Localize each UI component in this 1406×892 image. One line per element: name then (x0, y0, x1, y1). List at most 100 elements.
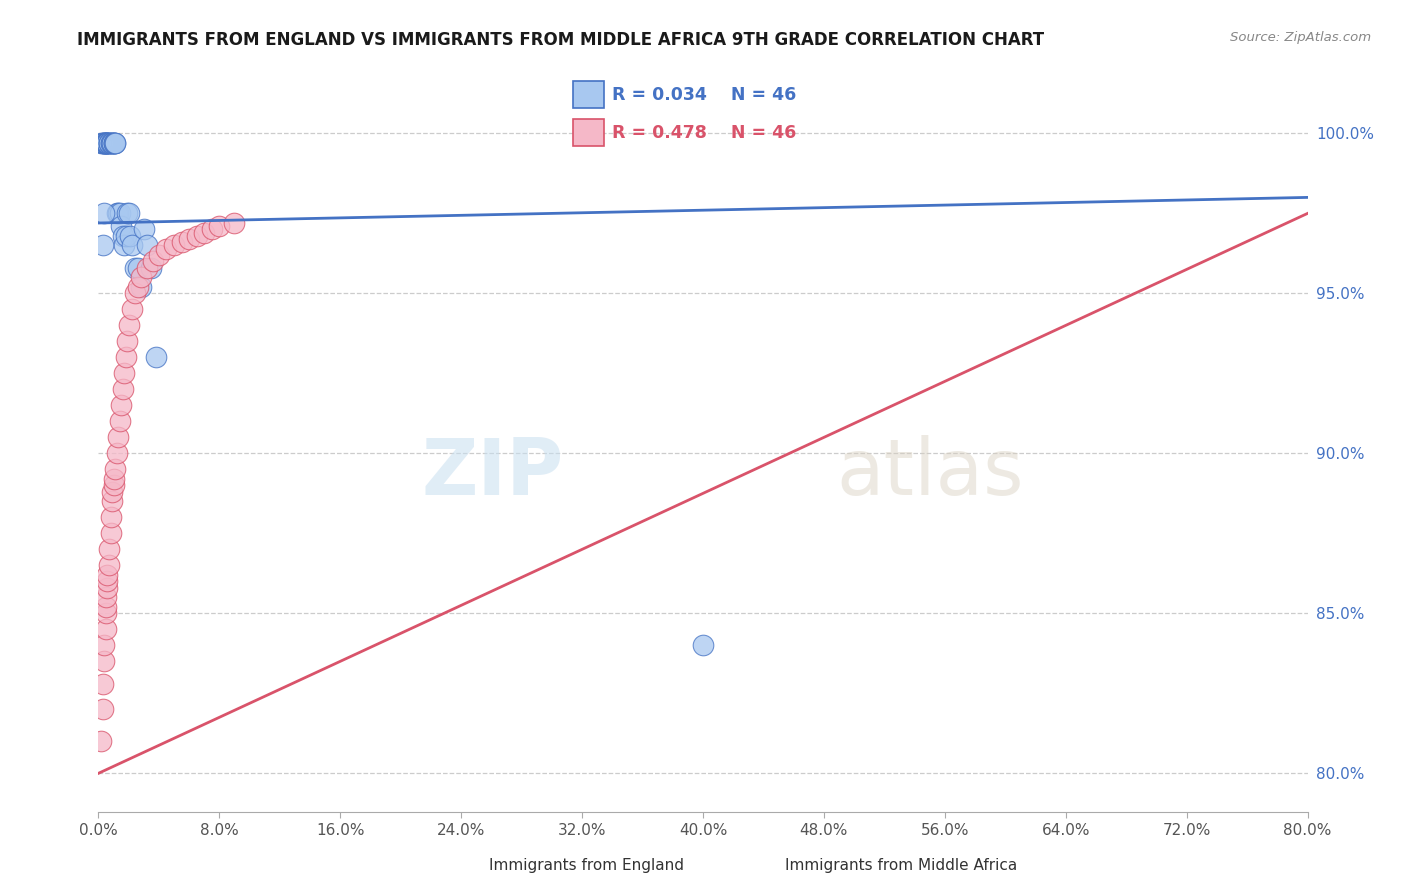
FancyBboxPatch shape (574, 80, 603, 108)
Point (91, 136, 114, 150)
Point (179, 232, 201, 246)
Point (193, 226, 215, 240)
Point (115, 206, 138, 220)
FancyBboxPatch shape (574, 119, 603, 146)
Point (110, 219, 132, 234)
Point (208, 219, 231, 234)
Point (90, 734, 112, 748)
Point (91, 677, 114, 691)
Point (94, 607, 117, 621)
Point (112, 238, 135, 252)
Point (124, 260, 146, 275)
Point (129, 270, 152, 285)
Point (93, 206, 115, 220)
Point (90, 136, 112, 150)
Point (104, 462, 127, 476)
Point (120, 228, 142, 243)
Point (94, 136, 117, 150)
Point (110, 398, 132, 412)
Point (112, 367, 135, 381)
Point (91, 238, 114, 252)
Point (145, 351, 167, 365)
Point (201, 222, 224, 236)
Text: Source: ZipAtlas.com: Source: ZipAtlas.com (1230, 31, 1371, 45)
Text: ZIP: ZIP (422, 435, 564, 511)
Point (96, 136, 118, 150)
Point (96, 574, 118, 589)
Point (94, 623, 117, 637)
Point (103, 478, 125, 492)
Point (105, 206, 128, 220)
Point (94, 136, 117, 150)
Point (224, 216, 246, 230)
Point (96, 136, 118, 150)
Point (96, 568, 118, 582)
Point (94, 136, 117, 150)
Point (93, 136, 115, 150)
Point (94, 599, 117, 614)
Point (118, 318, 141, 333)
Point (93, 136, 115, 150)
Point (100, 510, 122, 524)
Point (101, 494, 124, 508)
Point (108, 206, 131, 220)
Point (141, 260, 163, 275)
Point (111, 383, 134, 397)
Point (115, 334, 138, 349)
Point (98, 558, 121, 573)
Point (103, 136, 125, 150)
Point (135, 260, 157, 275)
Point (101, 136, 124, 150)
Point (98, 136, 121, 150)
Point (96, 581, 118, 595)
Text: Immigrants from England: Immigrants from England (489, 858, 685, 872)
Point (186, 228, 208, 243)
Point (111, 228, 134, 243)
Point (148, 248, 170, 262)
Point (101, 136, 124, 150)
Point (93, 136, 115, 150)
Point (100, 136, 122, 150)
Text: atlas: atlas (837, 435, 1024, 511)
Point (142, 254, 165, 268)
Point (114, 351, 136, 365)
Point (93, 638, 115, 652)
Point (127, 280, 149, 294)
Point (104, 136, 127, 150)
Point (94, 591, 117, 605)
Point (101, 484, 124, 499)
Point (103, 136, 125, 150)
Point (692, 638, 714, 652)
Point (121, 302, 143, 317)
Text: Immigrants from Middle Africa: Immigrants from Middle Africa (785, 858, 1017, 872)
Point (100, 136, 122, 150)
Text: IMMIGRANTS FROM ENGLAND VS IMMIGRANTS FROM MIDDLE AFRICA 9TH GRADE CORRELATION C: IMMIGRANTS FROM ENGLAND VS IMMIGRANTS FR… (77, 31, 1045, 49)
Point (91, 136, 114, 150)
Point (94, 136, 117, 150)
Point (98, 136, 121, 150)
Point (107, 206, 129, 220)
Point (118, 206, 141, 220)
Point (103, 136, 125, 150)
Point (114, 228, 136, 243)
Point (108, 414, 131, 428)
Point (124, 286, 146, 301)
Point (105, 446, 128, 460)
Point (103, 472, 125, 486)
Text: R = 0.034    N = 46: R = 0.034 N = 46 (612, 87, 796, 104)
Point (163, 238, 186, 252)
Point (132, 222, 155, 236)
Point (98, 542, 121, 557)
Point (91, 702, 114, 716)
Point (155, 242, 177, 256)
Point (93, 654, 115, 668)
Point (100, 526, 122, 541)
Point (170, 235, 193, 250)
Point (104, 136, 127, 150)
Text: R = 0.478    N = 46: R = 0.478 N = 46 (612, 124, 796, 142)
Point (129, 280, 152, 294)
Point (98, 136, 121, 150)
Point (96, 136, 118, 150)
Point (127, 260, 149, 275)
Point (107, 430, 129, 444)
